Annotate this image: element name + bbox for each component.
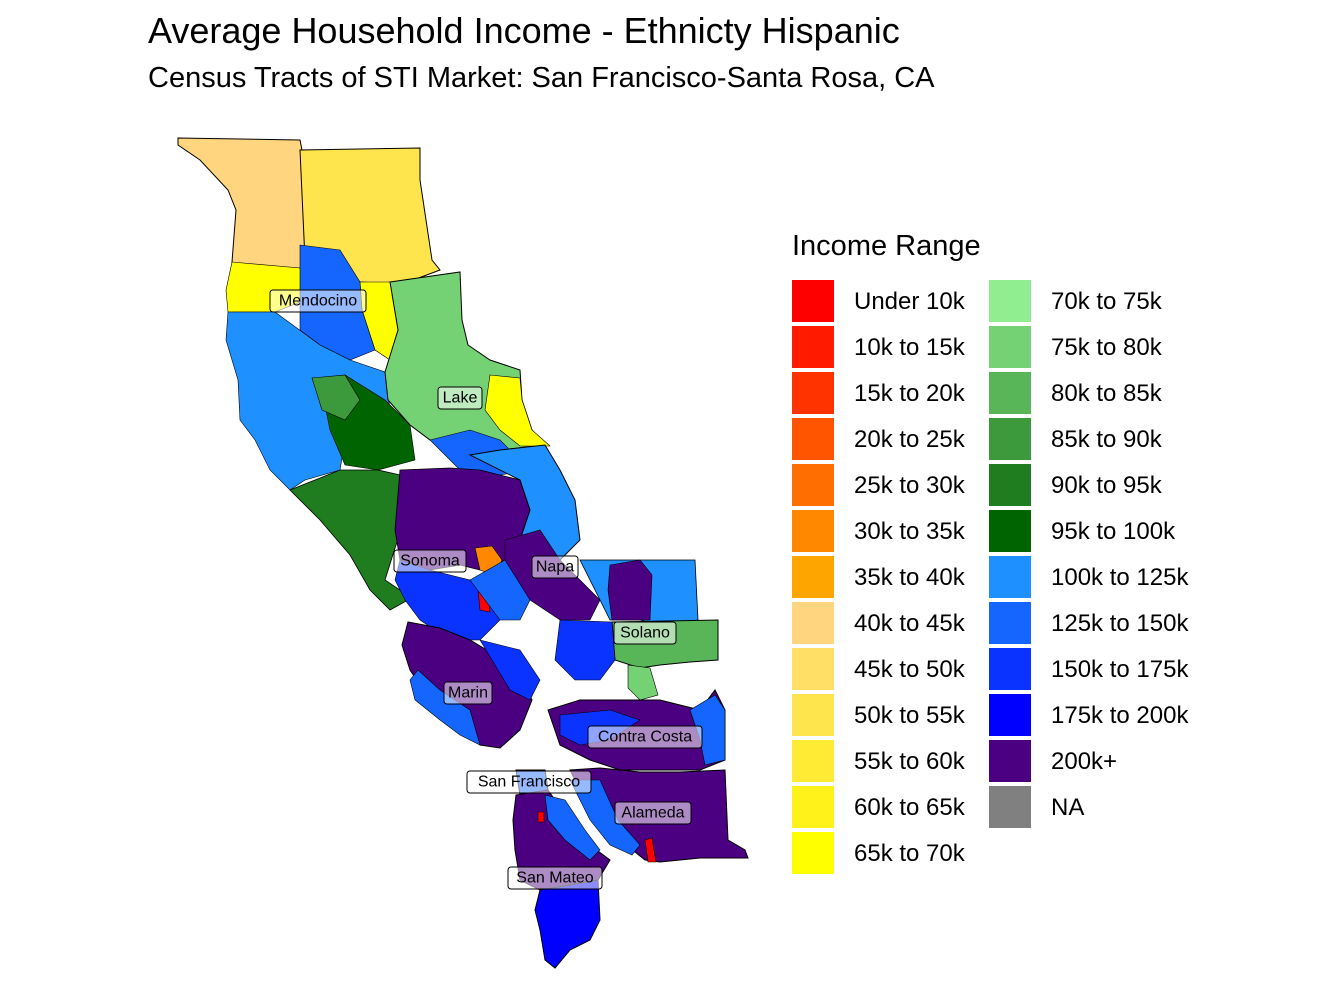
legend-label: 55k to 60k (854, 748, 965, 775)
legend-swatch (792, 648, 834, 690)
legend-label: Under 10k (854, 288, 965, 315)
legend-label: 85k to 90k (1051, 426, 1162, 453)
svg-text:Alameda: Alameda (621, 805, 684, 822)
legend-label: 30k to 35k (854, 518, 965, 545)
region-san-mateo-blue (544, 794, 601, 861)
svg-text:San Francisco: San Francisco (478, 774, 580, 791)
legend-swatch (989, 694, 1031, 736)
legend-label: 15k to 20k (854, 380, 965, 407)
county-label-lake: Lake (437, 386, 483, 410)
legend-label: 90k to 95k (1051, 472, 1162, 499)
region-marin-blue (479, 639, 541, 701)
region-mendocino-northwest (177, 137, 306, 269)
legend-swatch (989, 602, 1031, 644)
legend-label: 75k to 80k (1051, 334, 1162, 361)
legend-label: 200k+ (1051, 748, 1118, 775)
county-label-alameda: Alameda (614, 801, 692, 825)
legend-label: NA (1051, 794, 1085, 821)
region-santa-clara-edge (534, 879, 601, 969)
svg-text:Lake: Lake (443, 390, 478, 407)
legend-label: 150k to 175k (1051, 656, 1189, 683)
legend-swatch (989, 510, 1031, 552)
region-solano-purple (607, 559, 653, 621)
svg-text:San Mateo: San Mateo (516, 870, 593, 887)
county-label-san-francisco: San Francisco (466, 770, 592, 794)
legend-swatch (792, 786, 834, 828)
map-title: Average Household Income - Ethnicty Hisp… (148, 10, 900, 51)
svg-text:Marin: Marin (448, 685, 488, 702)
svg-text:Contra Costa: Contra Costa (598, 729, 692, 746)
legend-swatch (792, 418, 834, 460)
region-san-mateo-red (537, 811, 545, 823)
legend-label: 20k to 25k (854, 426, 965, 453)
county-label-solano: Solano (613, 621, 677, 645)
region-solano-light (627, 664, 659, 701)
legend-swatch (989, 786, 1031, 828)
legend-label: 125k to 150k (1051, 610, 1189, 637)
legend-swatch (989, 326, 1031, 368)
legend-swatch (989, 556, 1031, 598)
legend-swatch (792, 280, 834, 322)
legend-label: 60k to 65k (854, 794, 965, 821)
svg-text:Solano: Solano (620, 625, 670, 642)
legend-swatch (989, 418, 1031, 460)
legend-swatch (989, 464, 1031, 506)
legend-title: Income Range (792, 230, 981, 262)
legend-swatch (792, 602, 834, 644)
legend-swatch (792, 694, 834, 736)
legend-swatch (792, 372, 834, 414)
county-label-sonoma: Sonoma (393, 549, 467, 573)
legend-label: 175k to 200k (1051, 702, 1189, 729)
legend-swatch (792, 832, 834, 874)
svg-text:Mendocino: Mendocino (279, 293, 357, 310)
region-alameda-blue (569, 779, 641, 856)
legend-swatch (792, 740, 834, 782)
region-napa-blue (469, 559, 531, 621)
legend-label: 45k to 50k (854, 656, 965, 683)
legend-swatch (989, 280, 1031, 322)
legend-swatch (792, 510, 834, 552)
region-sonoma-north (289, 469, 409, 611)
legend-label: 40k to 45k (854, 610, 965, 637)
legend-label: 95k to 100k (1051, 518, 1176, 545)
legend-label: 50k to 55k (854, 702, 965, 729)
region-mendocino-south (225, 311, 391, 491)
county-label-san-mateo: San Mateo (507, 866, 603, 890)
county-label-napa: Napa (531, 555, 579, 579)
region-lake-yellow (484, 374, 551, 447)
legend-swatch (989, 648, 1031, 690)
map-subtitle: Census Tracts of STI Market: San Francis… (148, 62, 935, 94)
region-napa (468, 444, 581, 561)
legend-swatch (989, 740, 1031, 782)
legend-label: 100k to 125k (1051, 564, 1189, 591)
legend-swatch (792, 326, 834, 368)
legend-swatch (792, 464, 834, 506)
legend-label: 35k to 40k (854, 564, 965, 591)
legend-label: 65k to 70k (854, 840, 965, 867)
county-label-mendocino: Mendocino (269, 289, 367, 313)
region-solano-south (554, 619, 616, 681)
county-label-contra-costa: Contra Costa (587, 725, 703, 749)
region-mendocino-green (311, 374, 361, 421)
legend-label: 10k to 15k (854, 334, 965, 361)
region-alameda-red (644, 837, 657, 863)
legend-swatch (989, 372, 1031, 414)
svg-text:Napa: Napa (536, 559, 574, 576)
svg-text:Sonoma: Sonoma (400, 553, 460, 570)
legend-label: 70k to 75k (1051, 288, 1162, 315)
legend-label: 80k to 85k (1051, 380, 1162, 407)
county-label-marin: Marin (443, 681, 493, 705)
legend-swatch (792, 556, 834, 598)
legend-label: 25k to 30k (854, 472, 965, 499)
